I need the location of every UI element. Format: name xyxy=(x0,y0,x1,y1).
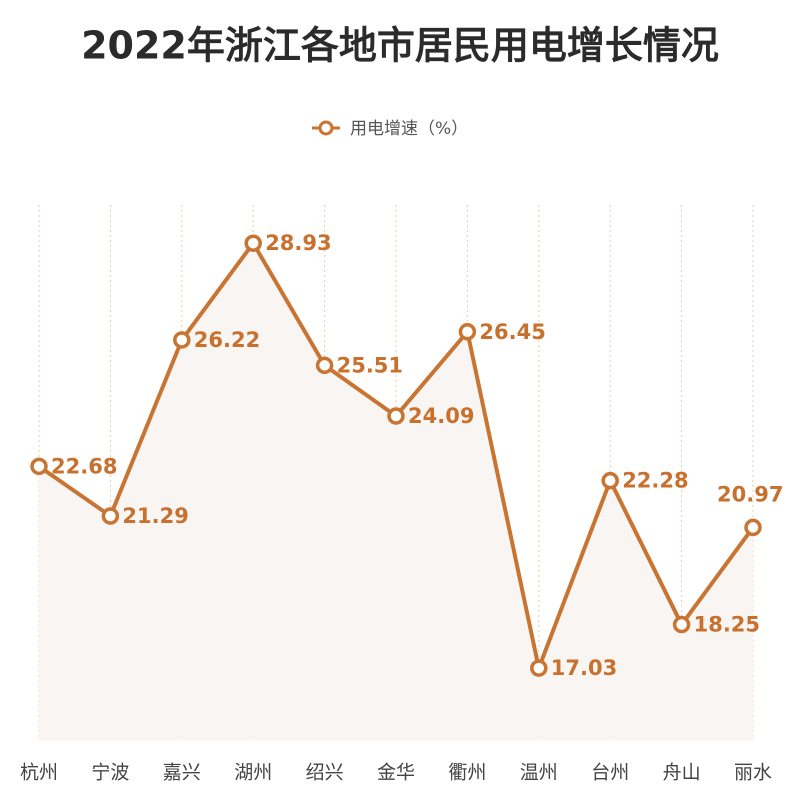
point xyxy=(458,323,477,341)
point xyxy=(601,471,619,490)
point xyxy=(744,518,762,537)
x-tick-label: 宁波 xyxy=(91,762,129,784)
value-label: 20.97 xyxy=(717,482,783,506)
legend-marker xyxy=(318,120,334,136)
value-label: 22.28 xyxy=(622,469,688,493)
value-label: 24.09 xyxy=(408,404,474,428)
legend: 用电增速（%） xyxy=(312,119,468,139)
value-label: 26.45 xyxy=(479,320,545,344)
value-label: 22.68 xyxy=(51,454,117,478)
point xyxy=(101,507,120,525)
value-label: 17.03 xyxy=(551,656,617,680)
chart-title: 2022年浙江各地市居民用电增长情况 xyxy=(81,24,719,68)
x-tick-label: 衢州 xyxy=(448,762,486,784)
point xyxy=(315,356,334,375)
value-label: 25.51 xyxy=(337,353,403,377)
point xyxy=(672,615,691,634)
x-tick-label: 温州 xyxy=(520,762,558,784)
value-label: 21.29 xyxy=(122,504,188,528)
x-tick-label: 嘉兴 xyxy=(163,762,201,784)
x-tick-label: 台州 xyxy=(591,762,629,784)
value-label: 28.93 xyxy=(265,231,331,255)
x-tick-label: 杭州 xyxy=(20,762,58,784)
x-tick-label: 丽水 xyxy=(734,762,772,784)
area xyxy=(39,243,753,741)
point xyxy=(387,407,405,425)
point xyxy=(30,457,48,476)
point xyxy=(244,234,262,252)
x-tick-label: 舟山 xyxy=(663,762,701,784)
legend-label: 用电增速（%） xyxy=(350,119,468,139)
value-label: 18.25 xyxy=(694,613,760,637)
value-label: 26.22 xyxy=(194,328,260,352)
x-tick-label: 金华 xyxy=(377,762,415,784)
x-tick-label: 绍兴 xyxy=(306,762,344,784)
point xyxy=(173,331,191,349)
x-tick-label: 湖州 xyxy=(234,762,272,784)
point xyxy=(530,659,548,677)
